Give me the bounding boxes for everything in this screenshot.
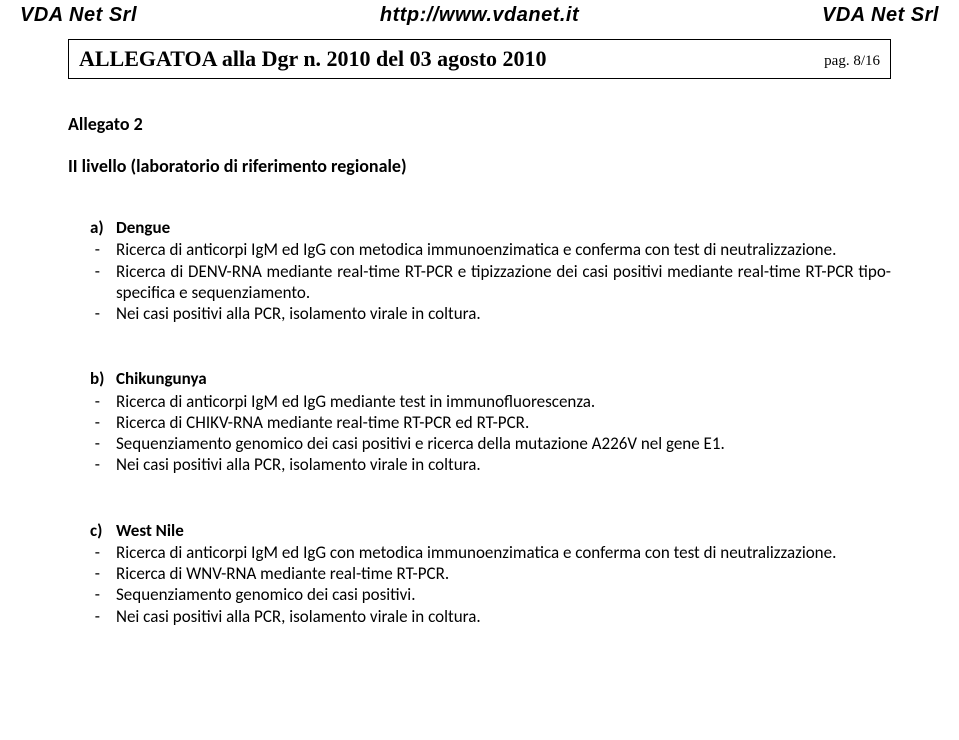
bullet-dash: - — [68, 303, 116, 324]
section-name: Chikungunya — [116, 368, 207, 389]
level-label: II livello (laboratorio di riferimento r… — [68, 155, 891, 177]
list-item: - Ricerca di anticorpi IgM ed IgG con me… — [68, 542, 891, 563]
bullet-dash: - — [68, 391, 116, 412]
list-item: - Ricerca di anticorpi IgM ed IgG median… — [68, 391, 891, 412]
bullet-text: Sequenziamento genomico dei casi positiv… — [116, 433, 891, 454]
title-box: ALLEGATOA alla Dgr n. 2010 del 03 agosto… — [68, 39, 891, 79]
document-body: ALLEGATOA alla Dgr n. 2010 del 03 agosto… — [20, 39, 939, 627]
list-item: - Sequenziamento genomico dei casi posit… — [68, 584, 891, 605]
section-heading: a) Dengue — [68, 217, 891, 238]
bullet-text: Ricerca di anticorpi IgM ed IgG con meto… — [116, 542, 891, 563]
bullet-dash: - — [68, 606, 116, 627]
header-right: VDA Net Srl — [822, 4, 939, 27]
bullet-dash: - — [68, 239, 116, 260]
bullet-text: Ricerca di CHIKV-RNA mediante real-time … — [116, 412, 891, 433]
bullet-text: Ricerca di anticorpi IgM ed IgG mediante… — [116, 391, 891, 412]
list-item: - Ricerca di anticorpi IgM ed IgG con me… — [68, 239, 891, 260]
bullet-dash: - — [68, 542, 116, 563]
top-header: VDA Net Srl http://www.vdanet.it VDA Net… — [20, 4, 939, 27]
list-item: - Nei casi positivi alla PCR, isolamento… — [68, 454, 891, 475]
allegato-label: Allegato 2 — [68, 113, 891, 135]
bullet-dash: - — [68, 563, 116, 584]
bullet-text: Nei casi positivi alla PCR, isolamento v… — [116, 303, 891, 324]
bullet-dash: - — [68, 454, 116, 475]
bullet-text: Sequenziamento genomico dei casi positiv… — [116, 584, 891, 605]
title-box-right: pag. 8/16 — [824, 53, 880, 72]
list-item: - Ricerca di WNV-RNA mediante real-time … — [68, 563, 891, 584]
title-box-left: ALLEGATOA alla Dgr n. 2010 del 03 agosto… — [79, 46, 547, 72]
list-item: - Ricerca di DENV-RNA mediante real-time… — [68, 261, 891, 304]
bullet-text: Ricerca di anticorpi IgM ed IgG con meto… — [116, 239, 891, 260]
section-letter: b) — [68, 368, 116, 389]
header-left: VDA Net Srl — [20, 4, 137, 27]
header-center: http://www.vdanet.it — [137, 4, 822, 27]
bullet-dash: - — [68, 584, 116, 605]
section-c: c) West Nile - Ricerca di anticorpi IgM … — [68, 520, 891, 627]
section-letter: c) — [68, 520, 116, 541]
section-name: West Nile — [116, 520, 184, 541]
list-item: - Nei casi positivi alla PCR, isolamento… — [68, 303, 891, 324]
bullet-text: Ricerca di WNV-RNA mediante real-time RT… — [116, 563, 891, 584]
list-item: - Nei casi positivi alla PCR, isolamento… — [68, 606, 891, 627]
bullet-text: Nei casi positivi alla PCR, isolamento v… — [116, 454, 891, 475]
page-root: VDA Net Srl http://www.vdanet.it VDA Net… — [0, 0, 959, 740]
list-item: - Ricerca di CHIKV-RNA mediante real-tim… — [68, 412, 891, 433]
section-heading: c) West Nile — [68, 520, 891, 541]
bullet-text: Ricerca di DENV-RNA mediante real-time R… — [116, 261, 891, 304]
bullet-dash: - — [68, 433, 116, 454]
section-heading: b) Chikungunya — [68, 368, 891, 389]
list-item: - Sequenziamento genomico dei casi posit… — [68, 433, 891, 454]
bullet-text: Nei casi positivi alla PCR, isolamento v… — [116, 606, 891, 627]
section-b: b) Chikungunya - Ricerca di anticorpi Ig… — [68, 368, 891, 475]
section-a: a) Dengue - Ricerca di anticorpi IgM ed … — [68, 217, 891, 324]
section-letter: a) — [68, 217, 116, 238]
bullet-dash: - — [68, 261, 116, 304]
section-name: Dengue — [116, 217, 170, 238]
bullet-dash: - — [68, 412, 116, 433]
